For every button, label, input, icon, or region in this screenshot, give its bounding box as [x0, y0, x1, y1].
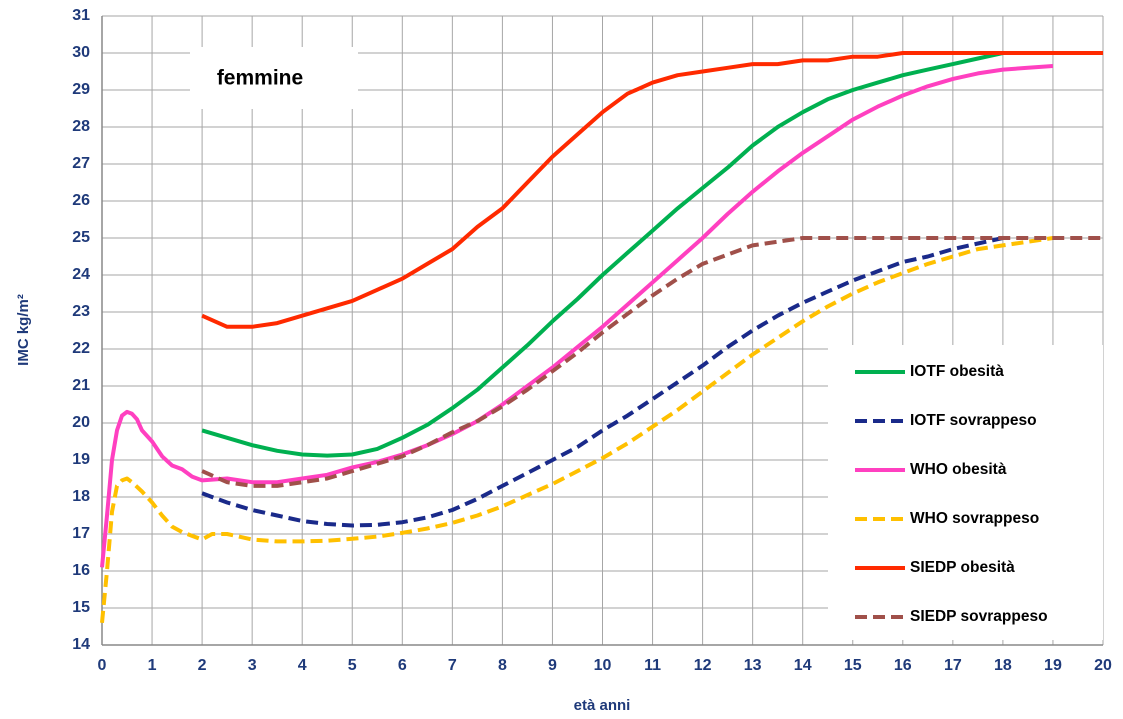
x-tick-label: 0: [98, 657, 107, 674]
y-tick-label: 21: [72, 377, 90, 394]
x-tick-label: 17: [944, 657, 962, 674]
legend-label: IOTF sovrappeso: [910, 412, 1037, 429]
legend-label: SIEDP obesità: [910, 559, 1015, 576]
x-tick-label: 2: [198, 657, 207, 674]
x-tick-label: 13: [744, 657, 762, 674]
y-tick-label: 18: [72, 488, 90, 505]
y-tick-label: 31: [72, 7, 90, 24]
x-tick-label: 9: [548, 657, 557, 674]
x-tick-label: 3: [248, 657, 257, 674]
x-tick-label: 14: [794, 657, 812, 674]
x-tick-label: 19: [1044, 657, 1062, 674]
y-axis-label: IMC kg/m²: [15, 294, 32, 366]
annotation: femmine: [217, 67, 303, 90]
y-tick-label: 19: [72, 451, 90, 468]
y-tick-label: 22: [72, 340, 90, 357]
y-tick-label: 25: [72, 229, 90, 246]
x-tick-label: 8: [498, 657, 507, 674]
y-tick-label: 29: [72, 81, 90, 98]
annotation-box: [190, 47, 358, 109]
x-tick-label: 4: [298, 657, 307, 674]
x-tick-label: 7: [448, 657, 457, 674]
line-series: [201, 51, 1004, 458]
x-tick-label: 1: [148, 657, 157, 674]
y-tick-label: 23: [72, 303, 90, 320]
y-tick-label: 16: [72, 562, 90, 579]
y-tick-label: 17: [72, 525, 90, 542]
line-series: [201, 236, 1004, 528]
x-tick-label: 12: [694, 657, 712, 674]
legend-label: SIEDP sovrappeso: [910, 608, 1048, 625]
x-tick-label: 5: [348, 657, 357, 674]
y-tick-label: 30: [72, 44, 90, 61]
line-series: [201, 236, 1103, 488]
x-tick-label: 18: [994, 657, 1012, 674]
y-tick-label: 24: [72, 266, 90, 283]
y-tick-label: 26: [72, 192, 90, 209]
legend-label: WHO sovrappeso: [910, 510, 1039, 527]
y-tick-label: 20: [72, 414, 90, 431]
x-tick-label: 15: [844, 657, 862, 674]
y-tick-label: 27: [72, 155, 90, 172]
legend-box: [828, 345, 1103, 640]
legend-label: IOTF obesità: [910, 363, 1004, 380]
line-series: [201, 51, 1103, 329]
x-tick-label: 16: [894, 657, 912, 674]
y-tick-label: 28: [72, 118, 90, 135]
y-tick-label: 15: [72, 599, 90, 616]
x-tick-label: 11: [644, 657, 661, 674]
y-tick-label: 14: [72, 636, 90, 653]
x-tick-label: 20: [1094, 657, 1112, 674]
x-tick-label: 10: [594, 657, 612, 674]
x-axis-label: età anni: [574, 697, 631, 714]
legend-label: WHO obesità: [910, 461, 1007, 478]
line-series: [100, 236, 1054, 623]
x-tick-label: 6: [398, 657, 407, 674]
